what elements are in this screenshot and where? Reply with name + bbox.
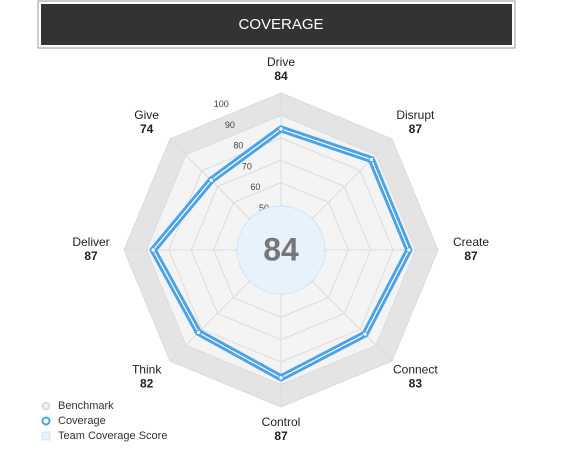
value-label: 83 bbox=[409, 376, 423, 390]
value-label: 87 bbox=[464, 249, 478, 263]
chart-title: COVERAGE bbox=[238, 16, 323, 33]
coverage-point bbox=[208, 177, 214, 183]
team-score: 84 bbox=[263, 231, 299, 267]
coverage-point bbox=[278, 126, 284, 132]
coverage-point bbox=[406, 247, 412, 253]
r-tick-label: 90 bbox=[225, 120, 235, 130]
category-label: Think bbox=[132, 362, 162, 376]
legend-icon bbox=[41, 416, 51, 426]
value-label: 87 bbox=[409, 122, 423, 136]
r-tick-label: 100 bbox=[214, 99, 229, 109]
category-label: Disrupt bbox=[396, 108, 435, 122]
value-label: 87 bbox=[84, 249, 98, 263]
coverage-point bbox=[150, 247, 156, 253]
r-tick-label: 80 bbox=[233, 141, 243, 151]
r-tick-label: 50 bbox=[259, 203, 269, 213]
legend-label: Benchmark bbox=[58, 400, 114, 412]
coverage-point bbox=[368, 156, 375, 163]
title-bar bbox=[41, 4, 512, 45]
category-label: Create bbox=[453, 235, 489, 249]
coverage-point bbox=[195, 329, 202, 336]
value-label: 82 bbox=[140, 376, 154, 390]
legend-label: Team Coverage Score bbox=[58, 430, 167, 442]
legend-icon bbox=[41, 431, 51, 441]
value-label: 84 bbox=[274, 69, 288, 83]
category-label: Give bbox=[134, 108, 159, 122]
r-tick-label: 70 bbox=[242, 161, 252, 171]
category-label: Deliver bbox=[72, 235, 109, 249]
value-label: 74 bbox=[140, 122, 154, 136]
team-score-circle bbox=[236, 205, 326, 295]
r-tick-label: 60 bbox=[250, 182, 260, 192]
legend-label: Coverage bbox=[58, 415, 106, 427]
category-label: Control bbox=[262, 415, 301, 429]
legend-icon bbox=[42, 402, 50, 410]
category-label: Drive bbox=[267, 55, 295, 69]
value-label: 87 bbox=[274, 429, 288, 443]
coverage-point bbox=[278, 375, 284, 381]
coverage-point bbox=[362, 331, 368, 337]
category-label: Connect bbox=[393, 362, 438, 376]
